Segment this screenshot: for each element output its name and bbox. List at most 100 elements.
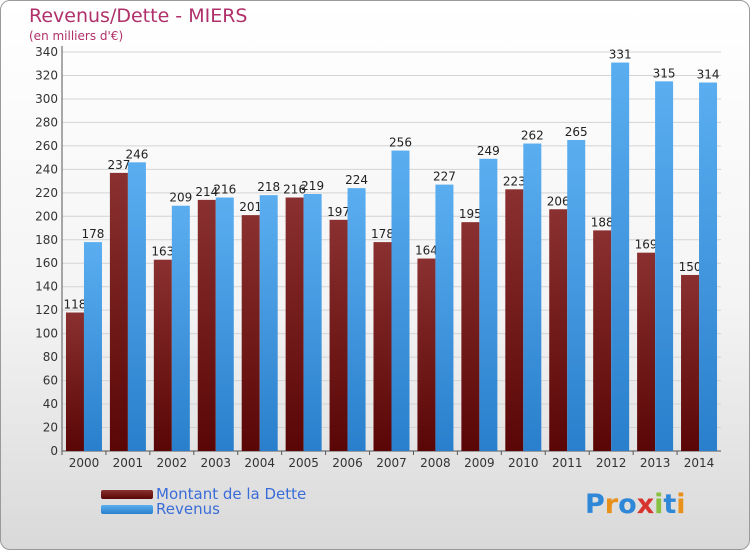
bar-dette bbox=[285, 197, 304, 451]
y-tick-label: 340 bbox=[35, 45, 58, 59]
bar-dette bbox=[65, 312, 84, 451]
legend-swatch-dette bbox=[101, 490, 153, 499]
bar-dette bbox=[241, 215, 260, 451]
legend-swatch-revenus bbox=[101, 505, 153, 514]
data-label-revenus: 315 bbox=[653, 66, 676, 80]
y-tick-label: 0 bbox=[50, 444, 58, 458]
data-label-dette: 195 bbox=[459, 207, 482, 221]
y-tick-label: 220 bbox=[35, 186, 58, 200]
x-tick-label: 2011 bbox=[552, 456, 583, 470]
data-label-revenus: 219 bbox=[301, 179, 324, 193]
data-label-dette: 164 bbox=[415, 244, 438, 258]
y-tick-label: 260 bbox=[35, 139, 58, 153]
bar-dette bbox=[549, 209, 568, 451]
bar-revenus bbox=[523, 143, 542, 452]
x-tick-label: 2003 bbox=[200, 456, 231, 470]
y-tick-label: 240 bbox=[35, 162, 58, 176]
x-tick-label: 2014 bbox=[684, 456, 715, 470]
logo-letter: x bbox=[636, 489, 655, 520]
bar-dette bbox=[505, 189, 524, 451]
y-tick-label: 300 bbox=[35, 92, 58, 106]
x-tick-label: 2013 bbox=[640, 456, 671, 470]
data-label-revenus: 249 bbox=[477, 144, 500, 158]
y-tick-label: 20 bbox=[43, 421, 58, 435]
y-tick-label: 120 bbox=[35, 303, 58, 317]
bar-dette bbox=[637, 252, 656, 451]
logo-letter: i bbox=[654, 489, 664, 520]
bar-dette bbox=[593, 230, 612, 451]
data-label-revenus: 209 bbox=[169, 191, 192, 205]
logo-letter: t bbox=[663, 489, 677, 520]
x-tick-label: 2000 bbox=[69, 456, 100, 470]
bar-revenus bbox=[259, 195, 278, 451]
bar-dette bbox=[461, 222, 480, 451]
data-label-dette: 197 bbox=[327, 205, 350, 219]
data-label-revenus: 224 bbox=[345, 173, 368, 187]
x-tick-label: 2012 bbox=[596, 456, 627, 470]
data-label-dette: 150 bbox=[679, 260, 702, 274]
x-tick-label: 2005 bbox=[288, 456, 319, 470]
data-label-dette: 178 bbox=[371, 227, 394, 241]
data-label-dette: 169 bbox=[635, 238, 658, 252]
bar-dette bbox=[681, 274, 700, 451]
x-tick-label: 2001 bbox=[113, 456, 144, 470]
bar-revenus bbox=[127, 162, 146, 451]
bar-dette bbox=[329, 219, 348, 451]
logo-letter: i bbox=[676, 489, 686, 520]
chart-title: Revenus/Dette - MIERS bbox=[29, 5, 248, 27]
bar-revenus bbox=[215, 197, 234, 451]
legend-label-revenus: Revenus bbox=[156, 500, 220, 518]
x-tick-label: 2007 bbox=[376, 456, 407, 470]
data-label-revenus: 265 bbox=[565, 125, 588, 139]
logo-letter: o bbox=[618, 489, 637, 520]
x-tick-label: 2009 bbox=[464, 456, 495, 470]
logo-letter: r bbox=[604, 489, 619, 520]
data-label-dette: 214 bbox=[195, 185, 218, 199]
bar-revenus bbox=[655, 81, 674, 452]
x-tick-label: 2002 bbox=[157, 456, 188, 470]
data-label-dette: 237 bbox=[107, 158, 130, 172]
bar-revenus bbox=[479, 158, 498, 451]
bar-dette bbox=[153, 259, 172, 451]
data-label-revenus: 314 bbox=[697, 68, 720, 82]
data-label-dette: 188 bbox=[591, 215, 614, 229]
bar-revenus bbox=[567, 140, 586, 451]
data-label-revenus: 262 bbox=[521, 129, 544, 143]
y-tick-label: 80 bbox=[43, 350, 58, 364]
bar-revenus bbox=[699, 82, 718, 451]
x-tick-label: 2010 bbox=[508, 456, 539, 470]
bar-revenus bbox=[303, 193, 322, 451]
x-tick-label: 2008 bbox=[420, 456, 451, 470]
y-tick-label: 280 bbox=[35, 115, 58, 129]
bar-dette bbox=[417, 258, 436, 451]
logo-letter: P bbox=[585, 489, 605, 520]
x-tick-label: 2006 bbox=[332, 456, 363, 470]
proxiti-logo: Proxiti bbox=[585, 489, 686, 520]
y-tick-label: 140 bbox=[35, 280, 58, 294]
bar-revenus bbox=[347, 188, 366, 452]
bar-revenus bbox=[171, 205, 190, 451]
bar-revenus bbox=[611, 62, 630, 451]
bar-dette bbox=[109, 172, 128, 451]
chart-subtitle: (en milliers d'€) bbox=[29, 29, 124, 43]
x-tick-label: 2004 bbox=[244, 456, 275, 470]
y-tick-label: 60 bbox=[43, 374, 58, 388]
data-label-dette: 223 bbox=[503, 174, 526, 188]
y-tick-label: 100 bbox=[35, 327, 58, 341]
y-tick-label: 160 bbox=[35, 256, 58, 270]
bar-dette bbox=[373, 242, 392, 451]
y-tick-label: 180 bbox=[35, 233, 58, 247]
legend-label-dette: Montant de la Dette bbox=[156, 485, 307, 503]
bar-revenus bbox=[391, 150, 410, 451]
data-label-revenus: 246 bbox=[125, 147, 148, 161]
data-label-revenus: 331 bbox=[609, 48, 632, 62]
data-label-dette: 163 bbox=[151, 245, 174, 259]
data-label-dette: 206 bbox=[547, 194, 570, 208]
bar-dette bbox=[197, 199, 216, 451]
bar-revenus bbox=[83, 242, 102, 451]
data-label-dette: 201 bbox=[239, 200, 262, 214]
data-label-dette: 216 bbox=[283, 183, 306, 197]
y-tick-label: 320 bbox=[35, 68, 58, 82]
